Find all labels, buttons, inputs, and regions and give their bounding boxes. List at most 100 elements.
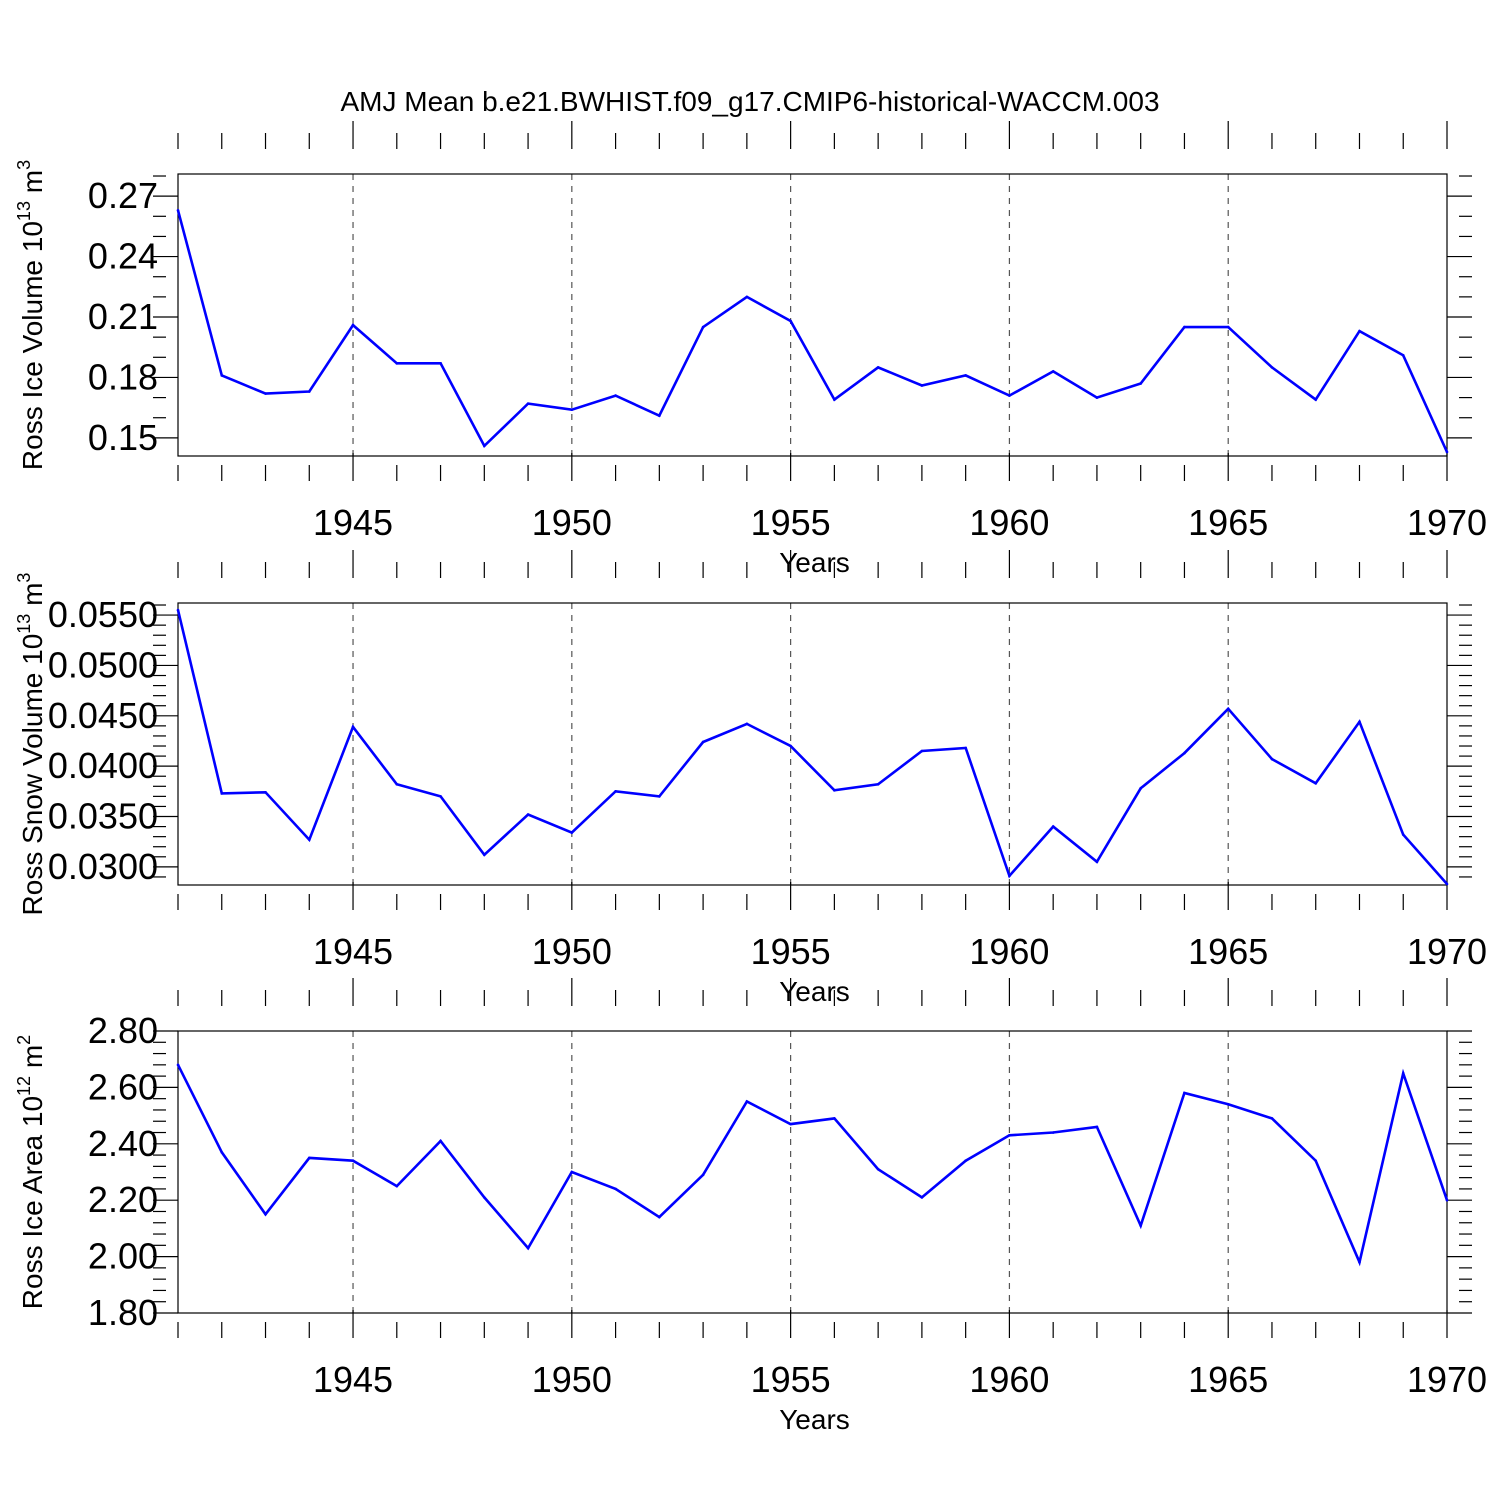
data-point	[570, 1170, 574, 1174]
data-point	[1095, 860, 1099, 864]
y-axis-label-text: Ross Snow Volume 10	[17, 634, 48, 916]
data-point	[1401, 1072, 1405, 1075]
data-point	[526, 813, 530, 816]
series-line	[176, 609, 1448, 885]
data-point	[570, 831, 574, 834]
data-point	[307, 838, 311, 841]
x-tick-label: 1950	[532, 1359, 612, 1400]
data-point	[1139, 787, 1142, 790]
y-axis-label-superscript: 13	[14, 614, 34, 634]
data-point	[964, 1159, 967, 1163]
x-tick-label: 1960	[969, 502, 1049, 543]
data-point	[920, 749, 924, 753]
y-axis-label: Ross Ice Volume 1013 m3	[14, 160, 48, 470]
y-tick-label: 0.15	[88, 417, 158, 458]
y-tick-label: 1.80	[88, 1292, 158, 1333]
data-point	[395, 1184, 399, 1188]
data-point	[176, 1063, 180, 1067]
y-tick-label: 0.0500	[48, 644, 158, 685]
y-tick-label: 0.24	[88, 236, 158, 277]
data-point	[1270, 1117, 1274, 1120]
data-point	[483, 1196, 486, 1199]
y-axis-label-text: m	[17, 170, 48, 201]
data-point	[920, 1196, 924, 1199]
y-tick-label: 0.0400	[48, 745, 158, 786]
data-point	[920, 384, 924, 387]
data-point	[1095, 396, 1099, 399]
x-tick-label: 1955	[751, 1359, 831, 1400]
y-tick-label: 0.21	[88, 296, 158, 337]
data-point	[1270, 366, 1274, 369]
y-tick-label: 2.60	[88, 1066, 158, 1107]
data-point	[264, 791, 267, 794]
data-point	[1183, 1091, 1186, 1095]
y-tick-label: 0.0550	[48, 594, 158, 635]
data-point	[526, 402, 530, 405]
data-point	[1445, 450, 1449, 454]
data-point	[1445, 1198, 1449, 1202]
data-point	[1183, 325, 1186, 329]
x-tick-label: 1965	[1188, 502, 1268, 543]
data-point	[658, 414, 661, 418]
data-point	[570, 408, 574, 411]
data-point	[483, 853, 486, 857]
x-tick-label: 1945	[313, 1359, 393, 1400]
panel-1: 0.15 0.18 0.21 0.24 0.27 1945 1950 1955 1960 1965…	[14, 121, 1487, 578]
data-point	[1270, 757, 1274, 761]
data-point	[745, 722, 749, 726]
y-axis-label-superscript: 2	[14, 1035, 34, 1045]
data-point	[351, 323, 355, 327]
data-point	[439, 795, 442, 798]
y-axis-label-superscript: 13	[14, 201, 34, 221]
data-point	[614, 790, 617, 793]
data-point	[701, 325, 705, 329]
data-point	[1183, 751, 1186, 755]
data-point	[789, 744, 792, 748]
data-point	[614, 1187, 617, 1191]
x-tick-label: 1960	[969, 1359, 1049, 1400]
y-axis-label-text: Ross Ice Volume 10	[17, 221, 48, 470]
x-tick-label: 1960	[969, 931, 1049, 972]
data-point	[176, 208, 180, 212]
data-point	[1445, 882, 1449, 886]
y-axis-label: Ross Snow Volume 1013 m3	[14, 573, 48, 916]
data-point	[745, 1100, 749, 1103]
x-tick-label: 1970	[1407, 1359, 1487, 1400]
y-axis-label-text: m	[17, 1045, 48, 1076]
panel-3: 1.80 2.00 2.20 2.40 2.60 2.80 1945 1950 1955 1960…	[14, 978, 1487, 1435]
data-point	[1401, 353, 1405, 357]
x-axis-label: Years	[779, 1404, 850, 1435]
data-point	[351, 725, 355, 729]
data-point	[789, 319, 792, 323]
data-point	[526, 1246, 530, 1250]
y-tick-label: 0.27	[88, 175, 158, 216]
data-point	[1226, 1103, 1230, 1106]
data-point	[1226, 707, 1230, 711]
data-point	[1008, 874, 1011, 878]
x-axis-label: Years	[779, 976, 850, 1007]
data-point	[789, 1122, 792, 1126]
data-point	[264, 392, 267, 395]
data-point	[1008, 1134, 1011, 1137]
x-tick-label: 1965	[1188, 1359, 1268, 1400]
data-point	[1008, 394, 1011, 397]
y-tick-label: 2.00	[88, 1236, 158, 1277]
y-axis-label-superscript: 12	[14, 1076, 34, 1096]
x-tick-label: 1965	[1188, 931, 1268, 972]
y-axis-label-superscript: 3	[14, 160, 34, 170]
y-tick-label: 2.40	[88, 1123, 158, 1164]
plot-frame	[177, 602, 1448, 886]
data-point	[701, 740, 705, 744]
data-point	[1226, 325, 1230, 329]
data-point	[614, 394, 617, 397]
data-point	[395, 782, 399, 786]
data-point	[307, 1156, 311, 1160]
x-tick-label: 1945	[313, 502, 393, 543]
y-tick-label: 0.0350	[48, 796, 158, 837]
series-line	[176, 209, 1449, 453]
data-point	[701, 1173, 705, 1177]
data-point	[439, 362, 442, 365]
x-tick-label: 1950	[532, 502, 612, 543]
data-point	[876, 782, 880, 786]
